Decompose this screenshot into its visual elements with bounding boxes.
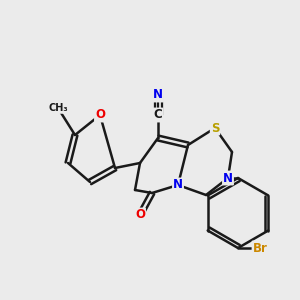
- Text: Br: Br: [253, 242, 267, 254]
- Text: O: O: [95, 109, 105, 122]
- Text: N: N: [223, 172, 233, 184]
- Text: C: C: [154, 109, 162, 122]
- Text: N: N: [173, 178, 183, 191]
- Text: S: S: [211, 122, 219, 134]
- Text: N: N: [153, 88, 163, 101]
- Text: CH₃: CH₃: [48, 103, 68, 113]
- Text: O: O: [135, 208, 145, 221]
